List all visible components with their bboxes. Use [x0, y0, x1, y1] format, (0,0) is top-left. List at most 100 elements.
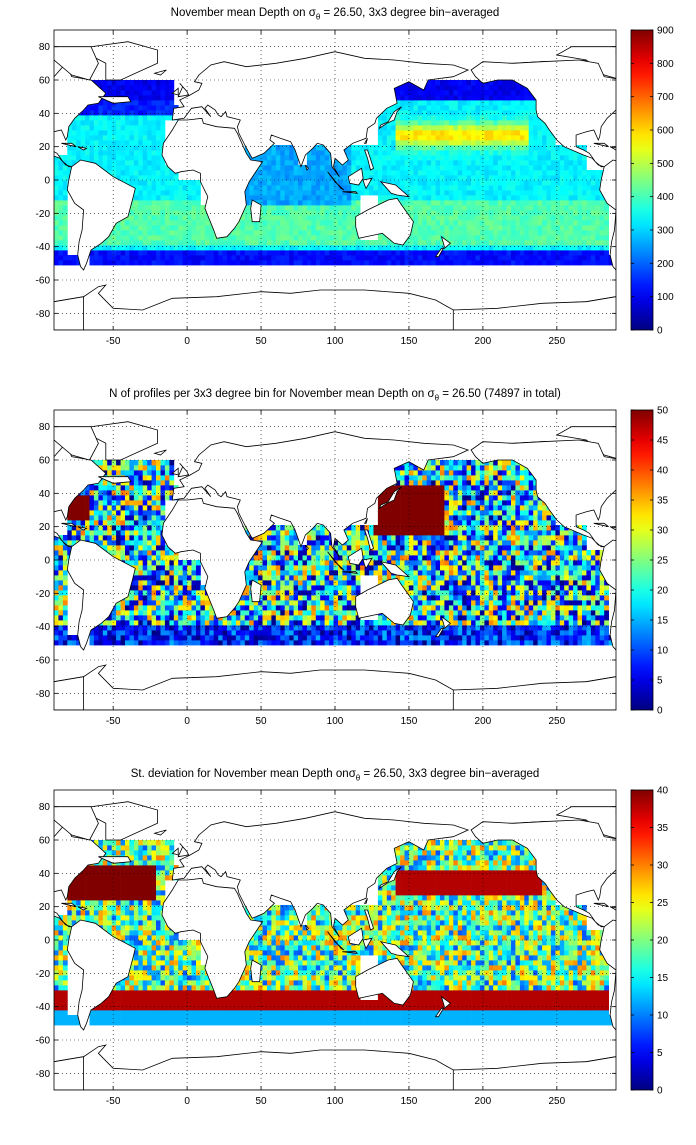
- data-cell: [569, 175, 574, 180]
- data-cell: [156, 205, 161, 210]
- data-cell: [54, 615, 59, 620]
- data-cell: [121, 460, 126, 465]
- data-cell: [280, 220, 285, 225]
- data-cell: [156, 555, 161, 560]
- data-cell: [498, 190, 503, 195]
- data-cell: [493, 85, 498, 90]
- data-cell: [413, 110, 418, 115]
- data-cell: [249, 640, 254, 645]
- data-cell: [502, 125, 507, 130]
- data-cell: [147, 260, 152, 265]
- data-cell: [76, 515, 81, 520]
- data-cell: [143, 165, 148, 170]
- data-cell: [338, 165, 343, 170]
- data-cell: [129, 610, 134, 615]
- data-cell: [476, 115, 481, 120]
- data-cell: [569, 230, 574, 235]
- data-cell: [85, 120, 90, 125]
- data-cell: [143, 260, 148, 265]
- depth-map-title: November mean Depth on σθ = 26.50, 3x3 d…: [54, 7, 616, 21]
- data-cell: [578, 215, 583, 220]
- data-cell: [462, 165, 467, 170]
- data-cell: [449, 160, 454, 165]
- data-cell: [156, 235, 161, 240]
- data-cell: [276, 585, 281, 590]
- data-cell: [365, 255, 370, 260]
- x-tick-label: 0: [184, 336, 190, 347]
- data-cell: [515, 100, 520, 105]
- data-cell: [436, 245, 441, 250]
- data-cell: [578, 225, 583, 230]
- data-cell: [520, 100, 525, 105]
- data-cell: [267, 630, 272, 635]
- data-cell: [529, 140, 534, 145]
- data-cell: [453, 150, 458, 155]
- data-cell: [187, 635, 192, 640]
- data-cell: [90, 140, 95, 145]
- data-cell: [502, 155, 507, 160]
- data-cell: [125, 150, 130, 155]
- data-cell: [422, 230, 427, 235]
- data-cell: [152, 590, 157, 595]
- data-cell: [427, 140, 432, 145]
- data-cell: [320, 240, 325, 245]
- data-cell: [192, 235, 197, 240]
- data-cell: [107, 135, 112, 140]
- data-cell: [161, 485, 166, 490]
- data-cell: [467, 130, 472, 135]
- data-cell: [582, 205, 587, 210]
- data-cell: [604, 255, 609, 260]
- data-cell: [413, 135, 418, 140]
- data-cell: [515, 120, 520, 125]
- data-cell: [409, 155, 414, 160]
- data-cell: [125, 470, 130, 475]
- data-cell: [254, 620, 259, 625]
- data-cell: [560, 205, 565, 210]
- data-cell: [325, 205, 330, 210]
- data-cell: [520, 185, 525, 190]
- data-cell: [285, 605, 290, 610]
- data-cell: [196, 210, 201, 215]
- data-cell: [245, 220, 250, 225]
- data-cell: [493, 255, 498, 260]
- data-cell: [134, 205, 139, 210]
- data-cell: [600, 200, 605, 205]
- data-cell: [143, 520, 148, 525]
- data-cell: [444, 90, 449, 95]
- data-cell: [555, 245, 560, 250]
- data-cell: [263, 620, 268, 625]
- data-cell: [356, 150, 361, 155]
- data-cell: [498, 210, 503, 215]
- data-cell: [444, 80, 449, 85]
- data-cell: [507, 235, 512, 240]
- data-cell: [169, 635, 174, 640]
- data-cell: [431, 230, 436, 235]
- data-cell: [98, 250, 103, 255]
- data-cell: [431, 185, 436, 190]
- data-cell: [138, 540, 143, 545]
- data-cell: [480, 170, 485, 175]
- data-cell: [138, 165, 143, 170]
- data-cell: [484, 230, 489, 235]
- data-cell: [449, 85, 454, 90]
- data-cell: [134, 575, 139, 580]
- data-cell: [369, 170, 374, 175]
- data-cell: [604, 235, 609, 240]
- data-cell: [586, 230, 591, 235]
- data-cell: [289, 170, 294, 175]
- data-cell: [382, 245, 387, 250]
- data-cell: [555, 235, 560, 240]
- data-cell: [298, 255, 303, 260]
- data-cell: [498, 180, 503, 185]
- data-cell: [240, 615, 245, 620]
- data-cell: [458, 80, 463, 85]
- data-cell: [116, 135, 121, 140]
- data-cell: [307, 220, 312, 225]
- data-cell: [529, 250, 534, 255]
- data-cell: [280, 235, 285, 240]
- data-cell: [285, 260, 290, 265]
- data-cell: [147, 590, 152, 595]
- data-cell: [143, 255, 148, 260]
- data-cell: [174, 200, 179, 205]
- data-cell: [200, 585, 205, 590]
